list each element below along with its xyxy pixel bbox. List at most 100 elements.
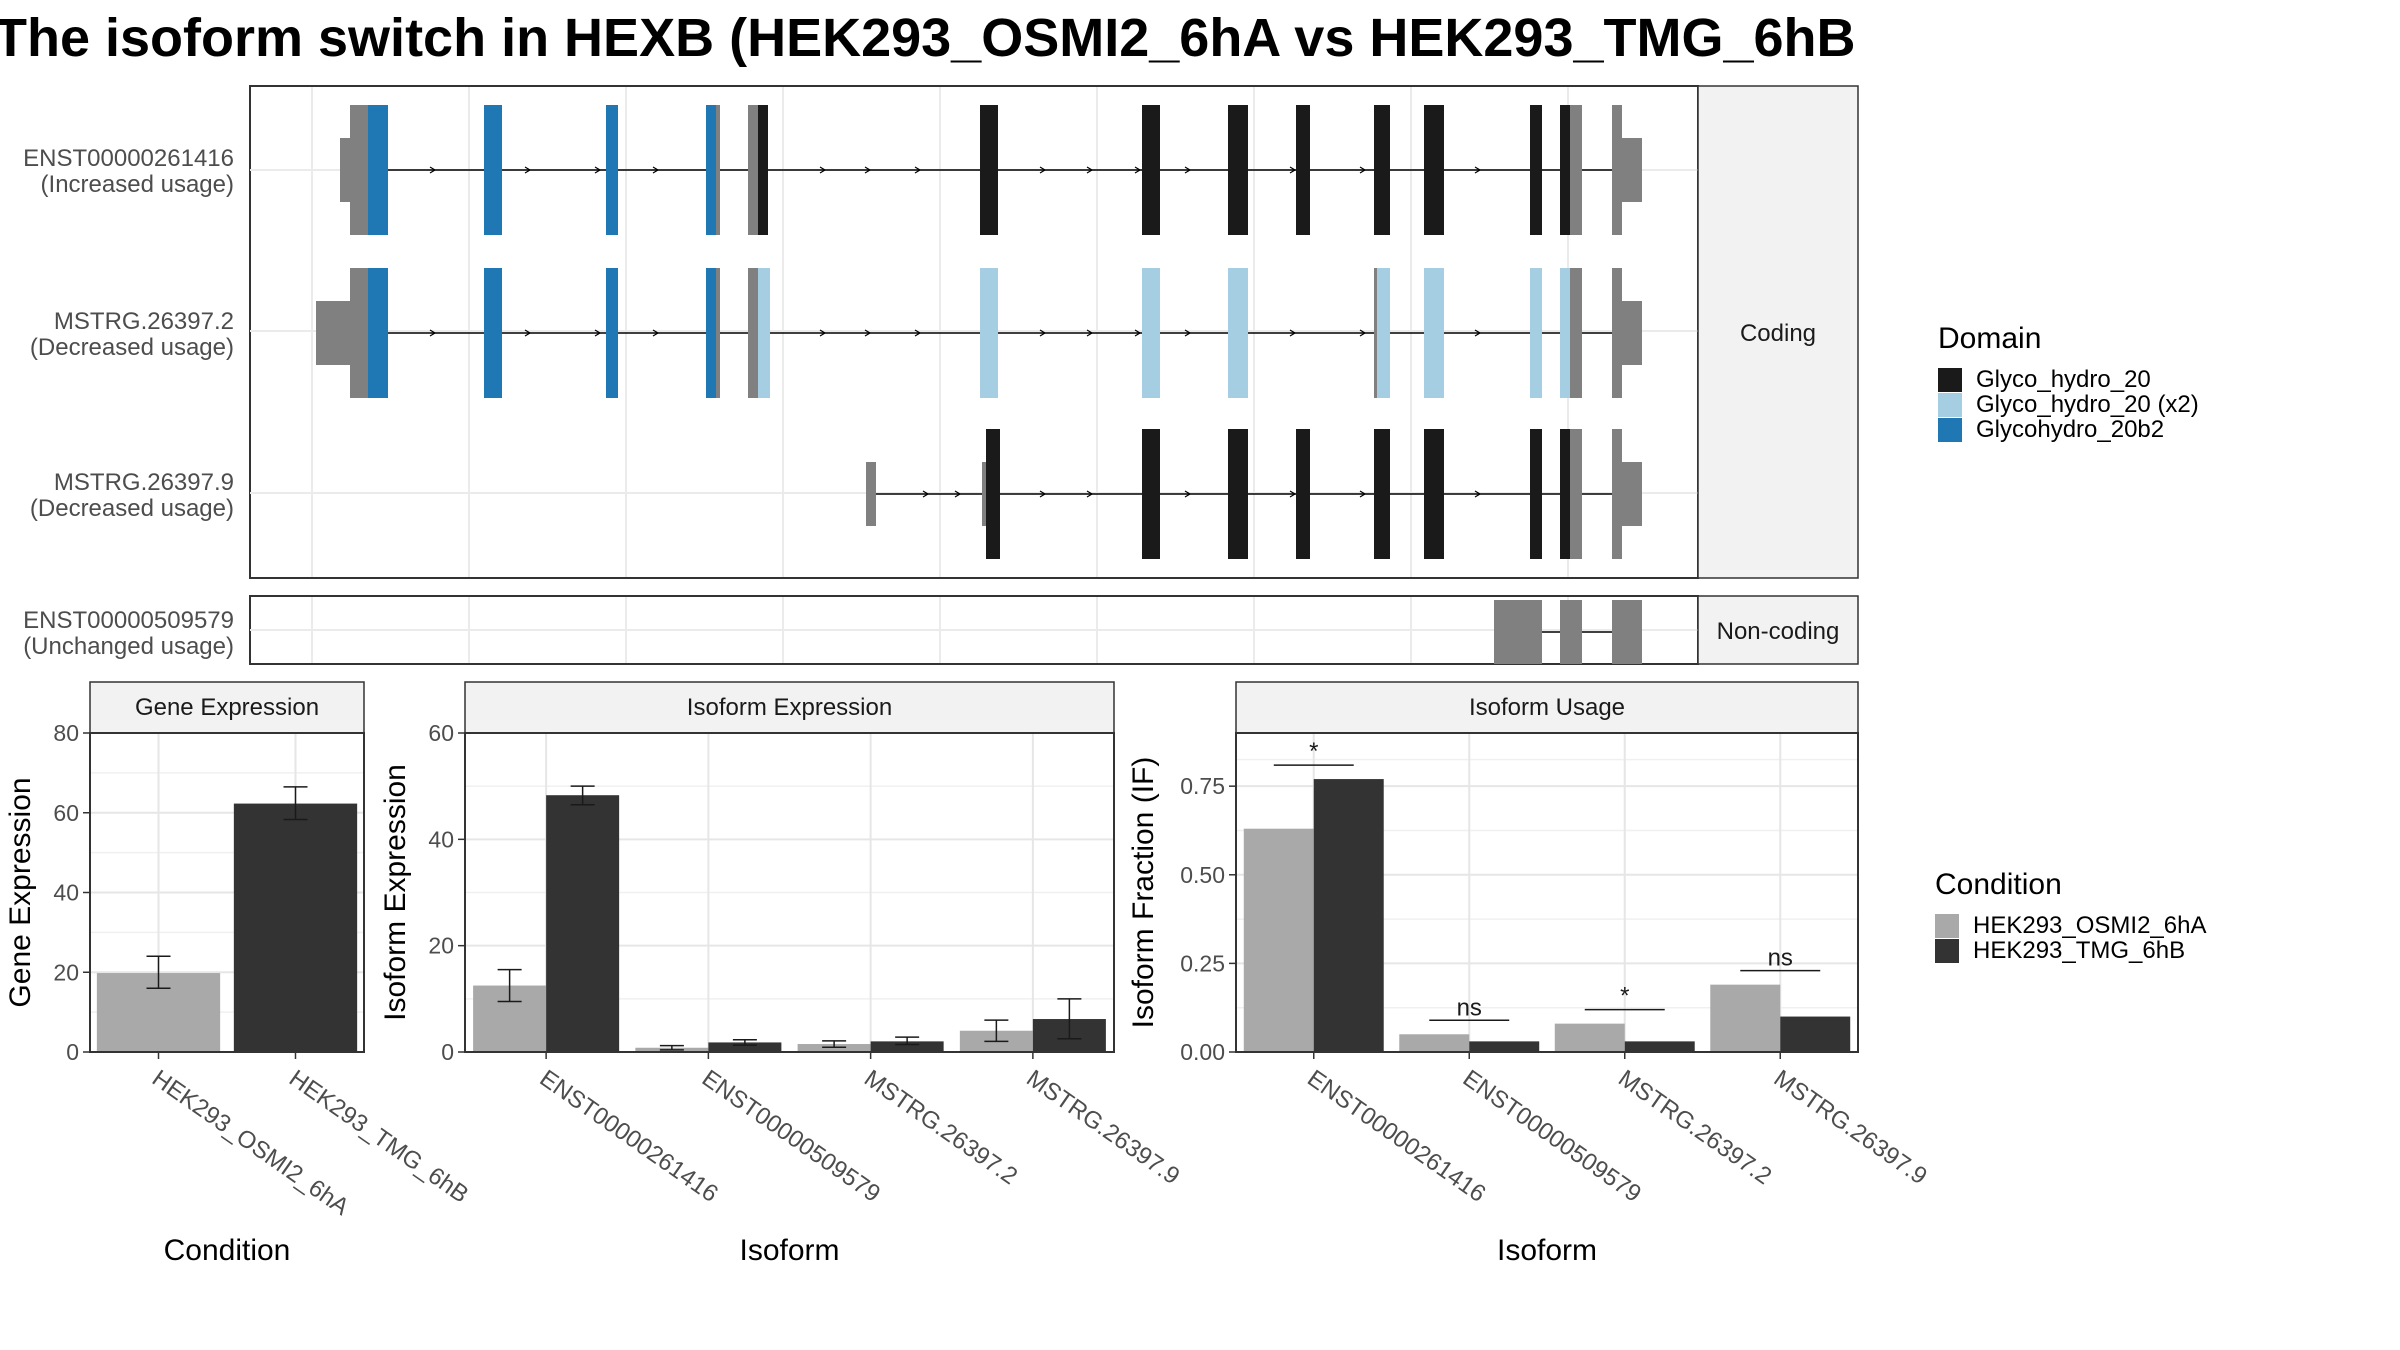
isoform-label-id: MSTRG.26397.9 (54, 469, 234, 496)
domain-exon (980, 105, 998, 235)
strand-arrow (819, 329, 827, 337)
y-tick-label: 60 (53, 800, 79, 826)
strand-arrow (1184, 490, 1192, 498)
significance-label: ns (1768, 945, 1793, 972)
domain-exon (758, 105, 768, 235)
isoform-label-usage: (Unchanged usage) (23, 633, 234, 660)
isoform-usage-chart: Isoform Usage0.000.250.500.75*ENST000002… (1127, 681, 1932, 1267)
utr-5 (316, 301, 352, 365)
isoform-label-usage: (Increased usage) (41, 171, 234, 198)
strand-arrow (1184, 329, 1192, 337)
y-tick-label: 0.50 (1180, 862, 1225, 888)
panel-strip (89, 681, 365, 734)
structure-panel-noncoding: Non-coding (249, 595, 1859, 665)
strand-arrow (1474, 329, 1482, 337)
plot-frame (89, 732, 365, 1053)
isoform-label-usage: (Decreased usage) (30, 334, 234, 361)
x-tick-label: MSTRG.26397.2 (1613, 1065, 1776, 1190)
domain-exon (1228, 105, 1248, 235)
strand-arrow (954, 490, 962, 498)
panel-strip (1235, 681, 1859, 734)
isoform-label-id: ENST00000261416 (23, 145, 234, 172)
y-tick-label: 0 (441, 1039, 454, 1065)
domain-exon (606, 268, 618, 398)
y-axis-title: Isoform Expression (379, 764, 412, 1021)
x-tick-label: ENST00000261416 (535, 1065, 723, 1208)
utr-3 (1612, 429, 1622, 559)
domain-exon (1530, 105, 1542, 235)
figure-title: The isoform switch in HEXB (HEK293_OSMI2… (0, 8, 1856, 68)
bar (708, 1042, 782, 1052)
y-tick-label: 0.00 (1180, 1039, 1225, 1065)
x-tick-label: MSTRG.26397.9 (1021, 1065, 1184, 1190)
domain-exon (1142, 429, 1160, 559)
domain-legend-label: Glyco_hydro_20 (x2) (1976, 391, 2199, 418)
utr-3 (1620, 462, 1642, 526)
bar (1554, 1023, 1625, 1052)
domain-exon (758, 268, 770, 398)
bar (546, 795, 620, 1052)
exon (748, 268, 758, 398)
y-tick-label: 0.75 (1180, 773, 1225, 799)
isoform-expression-chart: Isoform Expression 0 20 40 60 ENST00000261416… (379, 681, 1184, 1267)
domain-exon (1142, 105, 1160, 235)
isoform-label-usage: (Decreased usage) (30, 495, 234, 522)
utr-3 (1612, 105, 1622, 235)
strand-arrow (914, 166, 922, 174)
exon (716, 268, 720, 398)
utr-3 (1570, 429, 1582, 559)
bar (1243, 828, 1314, 1052)
strand-arrow (864, 166, 872, 174)
strand-arrow (652, 329, 660, 337)
utr-3 (1570, 268, 1582, 398)
panel-title: Isoform Usage (1469, 694, 1625, 721)
domain-exon (1374, 429, 1390, 559)
utr-5 (350, 105, 370, 235)
isoform-labels: ENST00000261416(Increased usage) MSTRG.26… (23, 145, 234, 660)
strand-arrow (1289, 490, 1297, 498)
x-axis-title: Isoform (1497, 1234, 1597, 1267)
domain-exon (484, 268, 502, 398)
significance-label: * (1309, 738, 1318, 765)
y-tick-label: 20 (428, 933, 454, 959)
nc-exon (1494, 600, 1542, 664)
bar (1710, 984, 1781, 1052)
domain-exon (1424, 429, 1444, 559)
strand-arrow (1359, 329, 1367, 337)
utr-3 (1570, 105, 1582, 235)
significance-label: ns (1457, 994, 1482, 1021)
condition-legend-key (1935, 939, 1959, 963)
strand-arrow (1039, 329, 1047, 337)
domain-exon (1296, 429, 1310, 559)
domain-exon (1296, 105, 1310, 235)
utr-3 (1612, 268, 1622, 398)
domain-exon (1530, 268, 1542, 398)
domain-exon (1560, 268, 1570, 398)
strand-arrow (1474, 490, 1482, 498)
x-tick-label: MSTRG.26397.9 (1769, 1065, 1932, 1190)
nc-exon (1612, 600, 1642, 664)
y-axis-title: Isoform Fraction (IF) (1127, 757, 1160, 1029)
panel-title: Gene Expression (135, 694, 319, 721)
strand-arrow (1134, 166, 1142, 174)
x-tick-label: MSTRG.26397.2 (859, 1065, 1022, 1190)
strand-arrow (1289, 329, 1297, 337)
y-tick-label: 40 (53, 880, 79, 906)
strand-arrow (594, 329, 602, 337)
domain-exon (368, 105, 388, 235)
y-tick-label: 40 (428, 826, 454, 852)
noncoding-strip-label: Non-coding (1717, 618, 1840, 645)
domain-exon (980, 268, 998, 398)
domain-exon (1424, 105, 1444, 235)
domain-exon (1374, 105, 1390, 235)
strand-arrow (819, 166, 827, 174)
domain-exon (606, 105, 618, 235)
isoform-label-id: ENST00000509579 (23, 607, 234, 634)
domain-legend-label: Glyco_hydro_20 (1976, 366, 2151, 393)
coding-isoforms (316, 105, 1642, 559)
isoform-label-id: MSTRG.26397.2 (54, 308, 234, 335)
strand-arrow (594, 166, 602, 174)
